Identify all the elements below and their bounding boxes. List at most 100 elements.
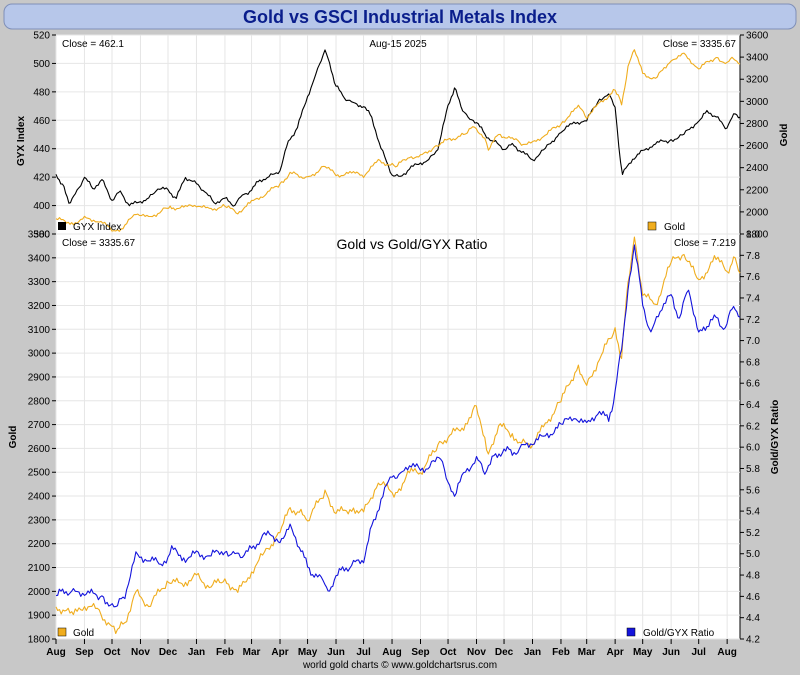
bottom-left-tick-label: 3200 xyxy=(28,301,51,312)
x-tick-label: Jul xyxy=(356,647,371,658)
bottom-left-tick-label: 2600 xyxy=(28,444,51,455)
bottom-right-tick-label: 7.2 xyxy=(746,315,760,326)
bottom-right-tick-label: 7.8 xyxy=(746,251,760,262)
bottom-left-tick-label: 1900 xyxy=(28,611,51,622)
top-left-tick-label: 380 xyxy=(33,230,50,241)
bottom-ylabel-right: Gold/GYX Ratio xyxy=(770,400,781,474)
x-tick-label: May xyxy=(633,647,653,658)
legend-swatch-gold-top xyxy=(647,221,657,231)
legend-swatch-gyx xyxy=(58,222,66,230)
top-ylabel-left: GYX Index xyxy=(16,116,27,166)
top-ylabel-right: Gold xyxy=(779,124,790,147)
x-tick-label: Jan xyxy=(188,647,205,658)
bottom-left-tick-label: 3400 xyxy=(28,253,51,264)
bottom-left-tick-label: 2200 xyxy=(28,539,51,550)
bottom-right-tick-label: 6.6 xyxy=(746,379,760,390)
x-tick-label: Feb xyxy=(216,647,234,658)
top-date: Aug-15 2025 xyxy=(369,39,427,50)
bottom-left-tick-label: 2400 xyxy=(28,492,51,503)
bottom-right-tick-label: 8.0 xyxy=(746,230,760,241)
legend-label-gold-top: Gold xyxy=(664,222,685,233)
x-axis: Aug Sep Oct Nov Dec Jan Feb Mar Apr May Jun Jul Aug S… xyxy=(46,639,737,658)
gold-series-line xyxy=(55,49,741,232)
bottom-right-tick-label: 5.4 xyxy=(746,507,760,518)
bottom-left-tick-label: 3100 xyxy=(28,325,51,336)
top-right-tick-label: 2200 xyxy=(746,185,769,196)
x-tick-label: Dec xyxy=(159,647,178,658)
x-tick-label: Mar xyxy=(243,647,261,658)
top-right-tick-label: 3000 xyxy=(746,97,769,108)
bottom-close-right: Close = 7.219 xyxy=(674,238,736,249)
footer-credit: world gold charts © www.goldchartsrus.co… xyxy=(302,660,497,671)
bottom-right-tick-label: 5.6 xyxy=(746,485,760,496)
x-tick-label: May xyxy=(298,647,318,658)
top-right-tick-label: 3600 xyxy=(746,31,769,42)
top-lines xyxy=(55,49,741,232)
bottom-left-tick-label: 2900 xyxy=(28,372,51,383)
x-tick-label: Sep xyxy=(411,647,429,658)
top-left-tick-label: 520 xyxy=(33,31,50,42)
bottom-lines xyxy=(55,236,741,635)
top-close-right: Close = 3335.67 xyxy=(663,39,737,50)
x-tick-label: Mar xyxy=(578,647,596,658)
bottom-right-tick-label: 4.6 xyxy=(746,592,760,603)
top-left-tick-label: 500 xyxy=(33,59,50,70)
x-tick-label: Jul xyxy=(691,647,706,658)
x-tick-label: Nov xyxy=(467,647,486,658)
top-right-tick-label: 2600 xyxy=(746,141,769,152)
bottom-left-tick-label: 1800 xyxy=(28,635,51,646)
bottom-panel-title: Gold vs Gold/GYX Ratio xyxy=(337,236,488,252)
gold-series-line xyxy=(55,236,741,635)
bottom-right-tick-label: 5.8 xyxy=(746,464,760,475)
x-tick-label: Feb xyxy=(552,647,570,658)
x-tick-label: Oct xyxy=(104,647,121,658)
bottom-left-axis: 1800 1900 2000 2100 2200 2300 2400 2500 2600 2700… xyxy=(28,230,56,646)
bottom-plot-area xyxy=(55,233,741,640)
x-tick-label: Oct xyxy=(440,647,457,658)
top-left-tick-label: 440 xyxy=(33,144,50,155)
x-tick-label: Aug xyxy=(382,647,401,658)
x-tick-label: Aug xyxy=(46,647,65,658)
top-left-tick-label: 480 xyxy=(33,87,50,98)
top-left-tick-label: 460 xyxy=(33,116,50,127)
top-left-axis: 380 400 420 440 460 480 500 520 xyxy=(33,31,56,241)
bottom-left-tick-label: 3300 xyxy=(28,277,51,288)
bottom-left-tick-label: 3000 xyxy=(28,349,51,360)
x-tick-label: Nov xyxy=(131,647,150,658)
top-right-tick-label: 1800 xyxy=(746,230,769,241)
top-right-tick-label: 2400 xyxy=(746,163,769,174)
x-tick-label: Jun xyxy=(327,647,345,658)
top-right-tick-label: 3200 xyxy=(746,75,769,86)
bottom-right-tick-label: 5.2 xyxy=(746,528,760,539)
bottom-close-left: Close = 3335.67 xyxy=(62,238,136,249)
top-left-tick-label: 420 xyxy=(33,173,50,184)
legend-label-gold-bottom: Gold xyxy=(73,628,94,639)
top-right-tick-label: 3400 xyxy=(746,53,769,64)
bottom-grid xyxy=(55,233,740,640)
top-plot-area xyxy=(55,34,741,235)
bottom-right-tick-label: 7.0 xyxy=(746,336,760,347)
bottom-left-tick-label: 3500 xyxy=(28,230,51,241)
bottom-right-tick-label: 6.8 xyxy=(746,357,760,368)
legend-swatch-ratio xyxy=(626,627,636,637)
bottom-left-tick-label: 2100 xyxy=(28,563,51,574)
top-right-axis: 1800 2000 2200 2400 2600 2800 3000 3200 3400 3600 xyxy=(740,31,769,241)
top-right-tick-label: 2800 xyxy=(746,119,769,130)
gold-gyx-ratio-series-line xyxy=(55,244,741,608)
x-tick-label: Dec xyxy=(495,647,514,658)
chart-title: Gold vs GSCI Industrial Metals Index xyxy=(243,7,557,27)
bottom-right-tick-label: 6.0 xyxy=(746,443,760,454)
x-tick-label: Apr xyxy=(607,647,624,658)
bottom-left-tick-label: 2700 xyxy=(28,420,51,431)
bottom-left-tick-label: 2800 xyxy=(28,396,51,407)
top-right-tick-label: 2000 xyxy=(746,207,769,218)
x-tick-label: Jun xyxy=(662,647,680,658)
x-tick-label: Aug xyxy=(717,647,736,658)
top-close-left: Close = 462.1 xyxy=(62,39,124,50)
x-tick-label: Sep xyxy=(75,647,93,658)
bottom-left-tick-label: 2000 xyxy=(28,587,51,598)
bottom-right-tick-label: 4.2 xyxy=(746,635,760,646)
bottom-right-tick-label: 6.2 xyxy=(746,421,760,432)
bottom-right-tick-label: 4.4 xyxy=(746,613,760,624)
